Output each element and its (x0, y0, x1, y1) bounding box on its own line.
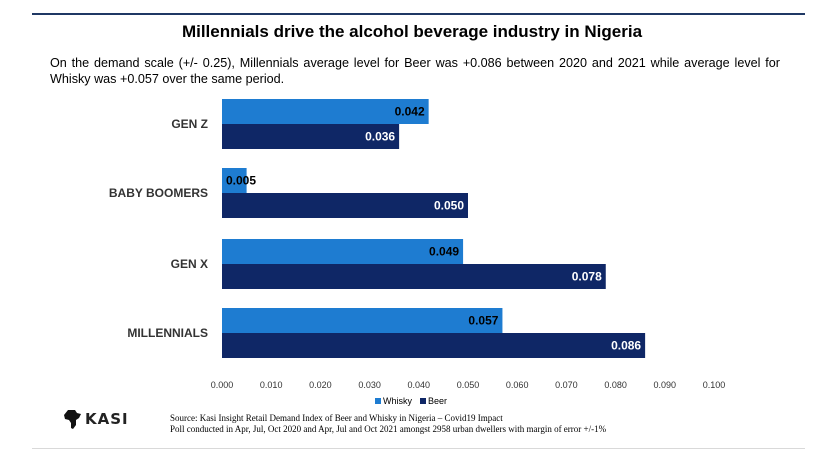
legend-label-beer: Beer (428, 396, 448, 406)
legend-item-beer: Beer (420, 396, 447, 406)
data-label-whisky-baby-boomers: 0.005 (226, 174, 256, 188)
legend-swatch-whisky (375, 398, 381, 404)
data-label-beer-millennials: 0.086 (611, 339, 641, 353)
data-label-beer-baby-boomers: 0.050 (434, 199, 464, 213)
x-tick-label-5: 0.050 (457, 380, 480, 390)
bar-whisky-baby-boomers (222, 168, 247, 193)
bar-beer-baby-boomers (222, 193, 468, 218)
source-line-1: Source: Kasi Insight Retail Demand Index… (170, 413, 503, 423)
legend: Whisky Beer (375, 396, 447, 406)
bar-whisky-gen-x (222, 239, 464, 264)
legend-item-whisky: Whisky (375, 396, 412, 406)
x-tick-label-1: 0.010 (260, 380, 283, 390)
bottom-divider (32, 448, 805, 449)
bar-beer-gen-z (222, 124, 400, 149)
category-label-gen-z: GEN Z (171, 117, 208, 131)
x-tick-label-8: 0.080 (604, 380, 627, 390)
category-label-baby-boomers: BABY BOOMERS (109, 186, 208, 200)
chart-subtitle: On the demand scale (+/- 0.25), Millenni… (50, 56, 780, 86)
africa-map-icon (64, 410, 81, 429)
data-label-beer-gen-x: 0.078 (572, 270, 602, 284)
x-tick-label-3: 0.030 (358, 380, 381, 390)
data-label-beer-gen-z: 0.036 (365, 130, 395, 144)
chart-title: Millennials drive the alcohol beverage i… (181, 22, 643, 41)
category-label-millennials: MILLENNIALS (127, 326, 208, 340)
source-note: Source: Kasi Insight Retail Demand Index… (170, 413, 606, 435)
x-tick-label-7: 0.070 (555, 380, 578, 390)
top-divider (32, 13, 805, 15)
kasi-logo: KASI (62, 408, 129, 430)
bar-beer-gen-x (222, 264, 606, 289)
x-tick-label-4: 0.040 (408, 380, 431, 390)
legend-swatch-beer (420, 398, 426, 404)
bar-beer-millennials (222, 333, 646, 358)
x-tick-label-2: 0.020 (309, 380, 332, 390)
source-line-2: Poll conducted in Apr, Jul, Oct 2020 and… (170, 424, 607, 434)
data-label-whisky-millennials: 0.057 (468, 314, 498, 328)
bar-whisky-gen-z (222, 99, 429, 124)
logo-text: KASI (85, 410, 129, 428)
category-label-gen-x: GEN X (171, 257, 208, 271)
data-label-whisky-gen-x: 0.049 (429, 245, 459, 259)
bar-whisky-millennials (222, 308, 503, 333)
x-tick-label-9: 0.090 (654, 380, 677, 390)
data-label-whisky-gen-z: 0.042 (395, 105, 425, 119)
x-tick-label-10: 0.100 (703, 380, 726, 390)
x-tick-label-6: 0.060 (506, 380, 529, 390)
x-tick-label-0: 0.000 (211, 380, 234, 390)
legend-label-whisky: Whisky (383, 396, 412, 406)
